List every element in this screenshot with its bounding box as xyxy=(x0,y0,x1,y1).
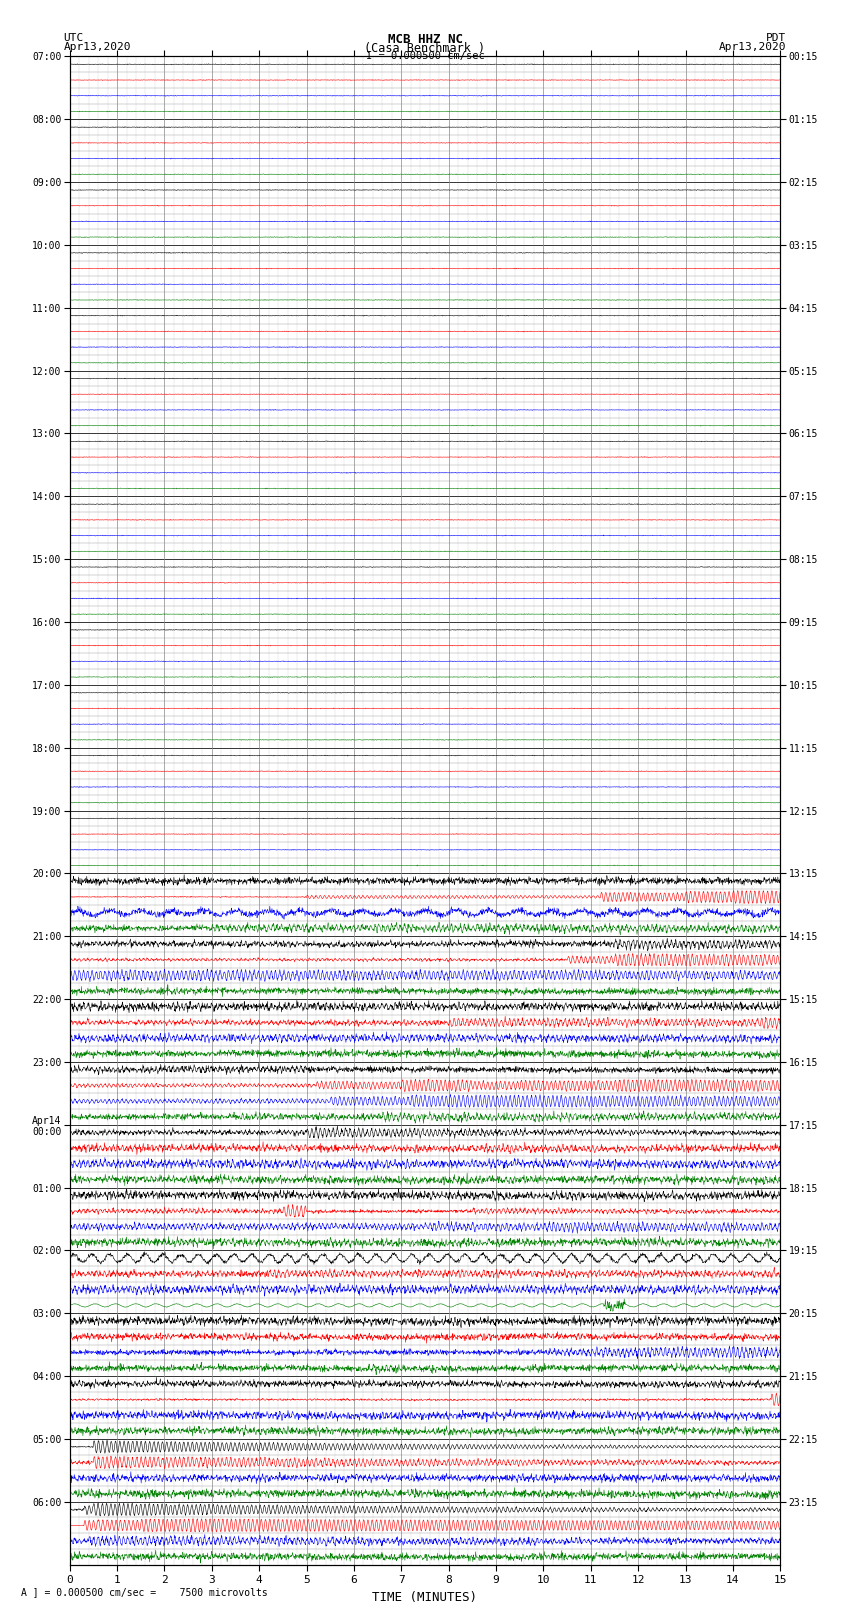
Text: MCB HHZ NC: MCB HHZ NC xyxy=(388,32,462,47)
X-axis label: TIME (MINUTES): TIME (MINUTES) xyxy=(372,1590,478,1603)
Text: Apr13,2020: Apr13,2020 xyxy=(64,42,131,52)
Text: (Casa Benchmark ): (Casa Benchmark ) xyxy=(365,42,485,55)
Text: PDT: PDT xyxy=(766,32,786,44)
Text: UTC: UTC xyxy=(64,32,84,44)
Text: I = 0.000500 cm/sec: I = 0.000500 cm/sec xyxy=(366,50,484,61)
Text: A ] = 0.000500 cm/sec =    7500 microvolts: A ] = 0.000500 cm/sec = 7500 microvolts xyxy=(21,1587,268,1597)
Text: Apr13,2020: Apr13,2020 xyxy=(719,42,786,52)
